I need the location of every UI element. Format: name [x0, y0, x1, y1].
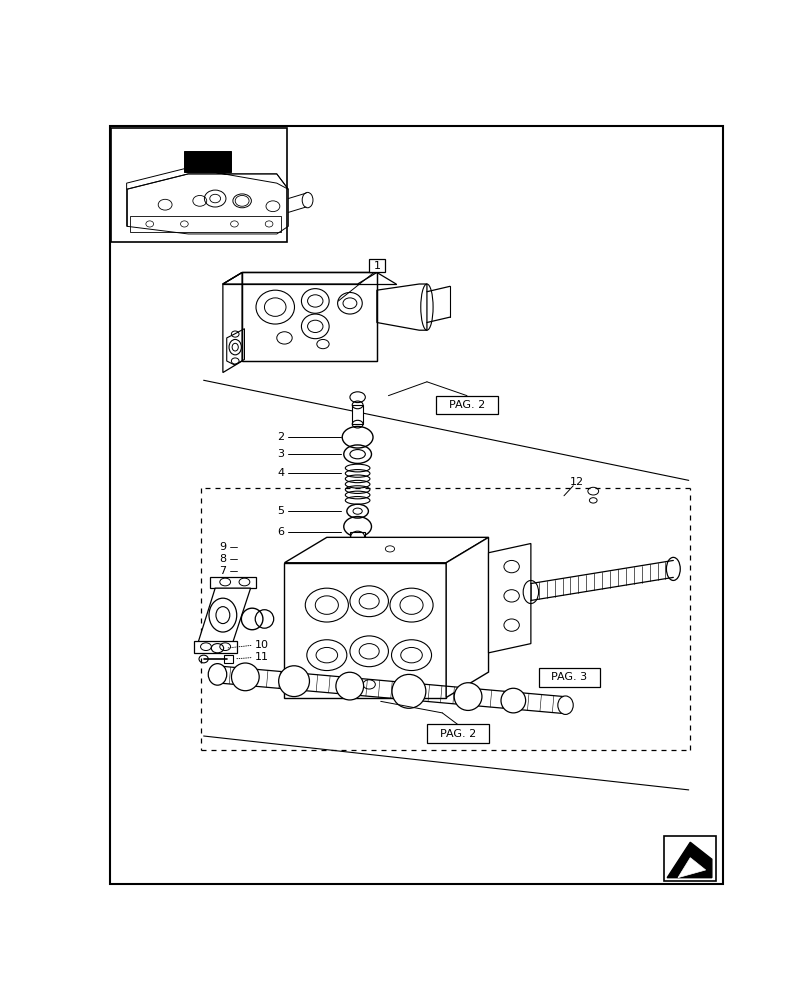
- Text: 6: 6: [277, 527, 284, 537]
- Bar: [242, 272, 376, 361]
- Bar: [369, 259, 384, 272]
- Bar: [223, 655, 233, 663]
- Ellipse shape: [278, 666, 309, 697]
- Polygon shape: [445, 537, 488, 698]
- Bar: [352, 405, 363, 424]
- Ellipse shape: [557, 696, 573, 714]
- Polygon shape: [198, 588, 251, 642]
- Bar: [436, 396, 497, 414]
- Bar: [111, 128, 286, 242]
- Text: 5: 5: [277, 506, 284, 516]
- Polygon shape: [194, 641, 237, 653]
- Ellipse shape: [392, 674, 425, 708]
- Text: 2: 2: [277, 432, 284, 442]
- Text: PAG. 2: PAG. 2: [448, 400, 484, 410]
- Text: 11: 11: [254, 652, 268, 662]
- Polygon shape: [184, 151, 230, 172]
- Text: PAG. 2: PAG. 2: [439, 729, 475, 739]
- Bar: [538, 668, 599, 687]
- Bar: [427, 724, 488, 743]
- Bar: [663, 836, 715, 881]
- Ellipse shape: [453, 683, 482, 710]
- Text: 1: 1: [373, 261, 380, 271]
- Ellipse shape: [231, 663, 259, 691]
- Ellipse shape: [208, 664, 226, 685]
- Bar: [284, 563, 445, 698]
- Text: 4: 4: [277, 468, 284, 478]
- Ellipse shape: [336, 672, 363, 700]
- Polygon shape: [667, 842, 711, 878]
- Text: 8: 8: [219, 554, 226, 564]
- Text: 9: 9: [219, 542, 226, 552]
- Bar: [350, 532, 365, 542]
- Polygon shape: [284, 537, 488, 563]
- Text: 12: 12: [569, 477, 583, 487]
- Text: 10: 10: [254, 640, 268, 650]
- Ellipse shape: [500, 688, 525, 713]
- Polygon shape: [677, 858, 705, 878]
- Text: 7: 7: [219, 566, 226, 576]
- Polygon shape: [209, 577, 255, 588]
- Polygon shape: [488, 544, 530, 653]
- Text: PAG. 3: PAG. 3: [551, 672, 586, 682]
- Text: 3: 3: [277, 449, 284, 459]
